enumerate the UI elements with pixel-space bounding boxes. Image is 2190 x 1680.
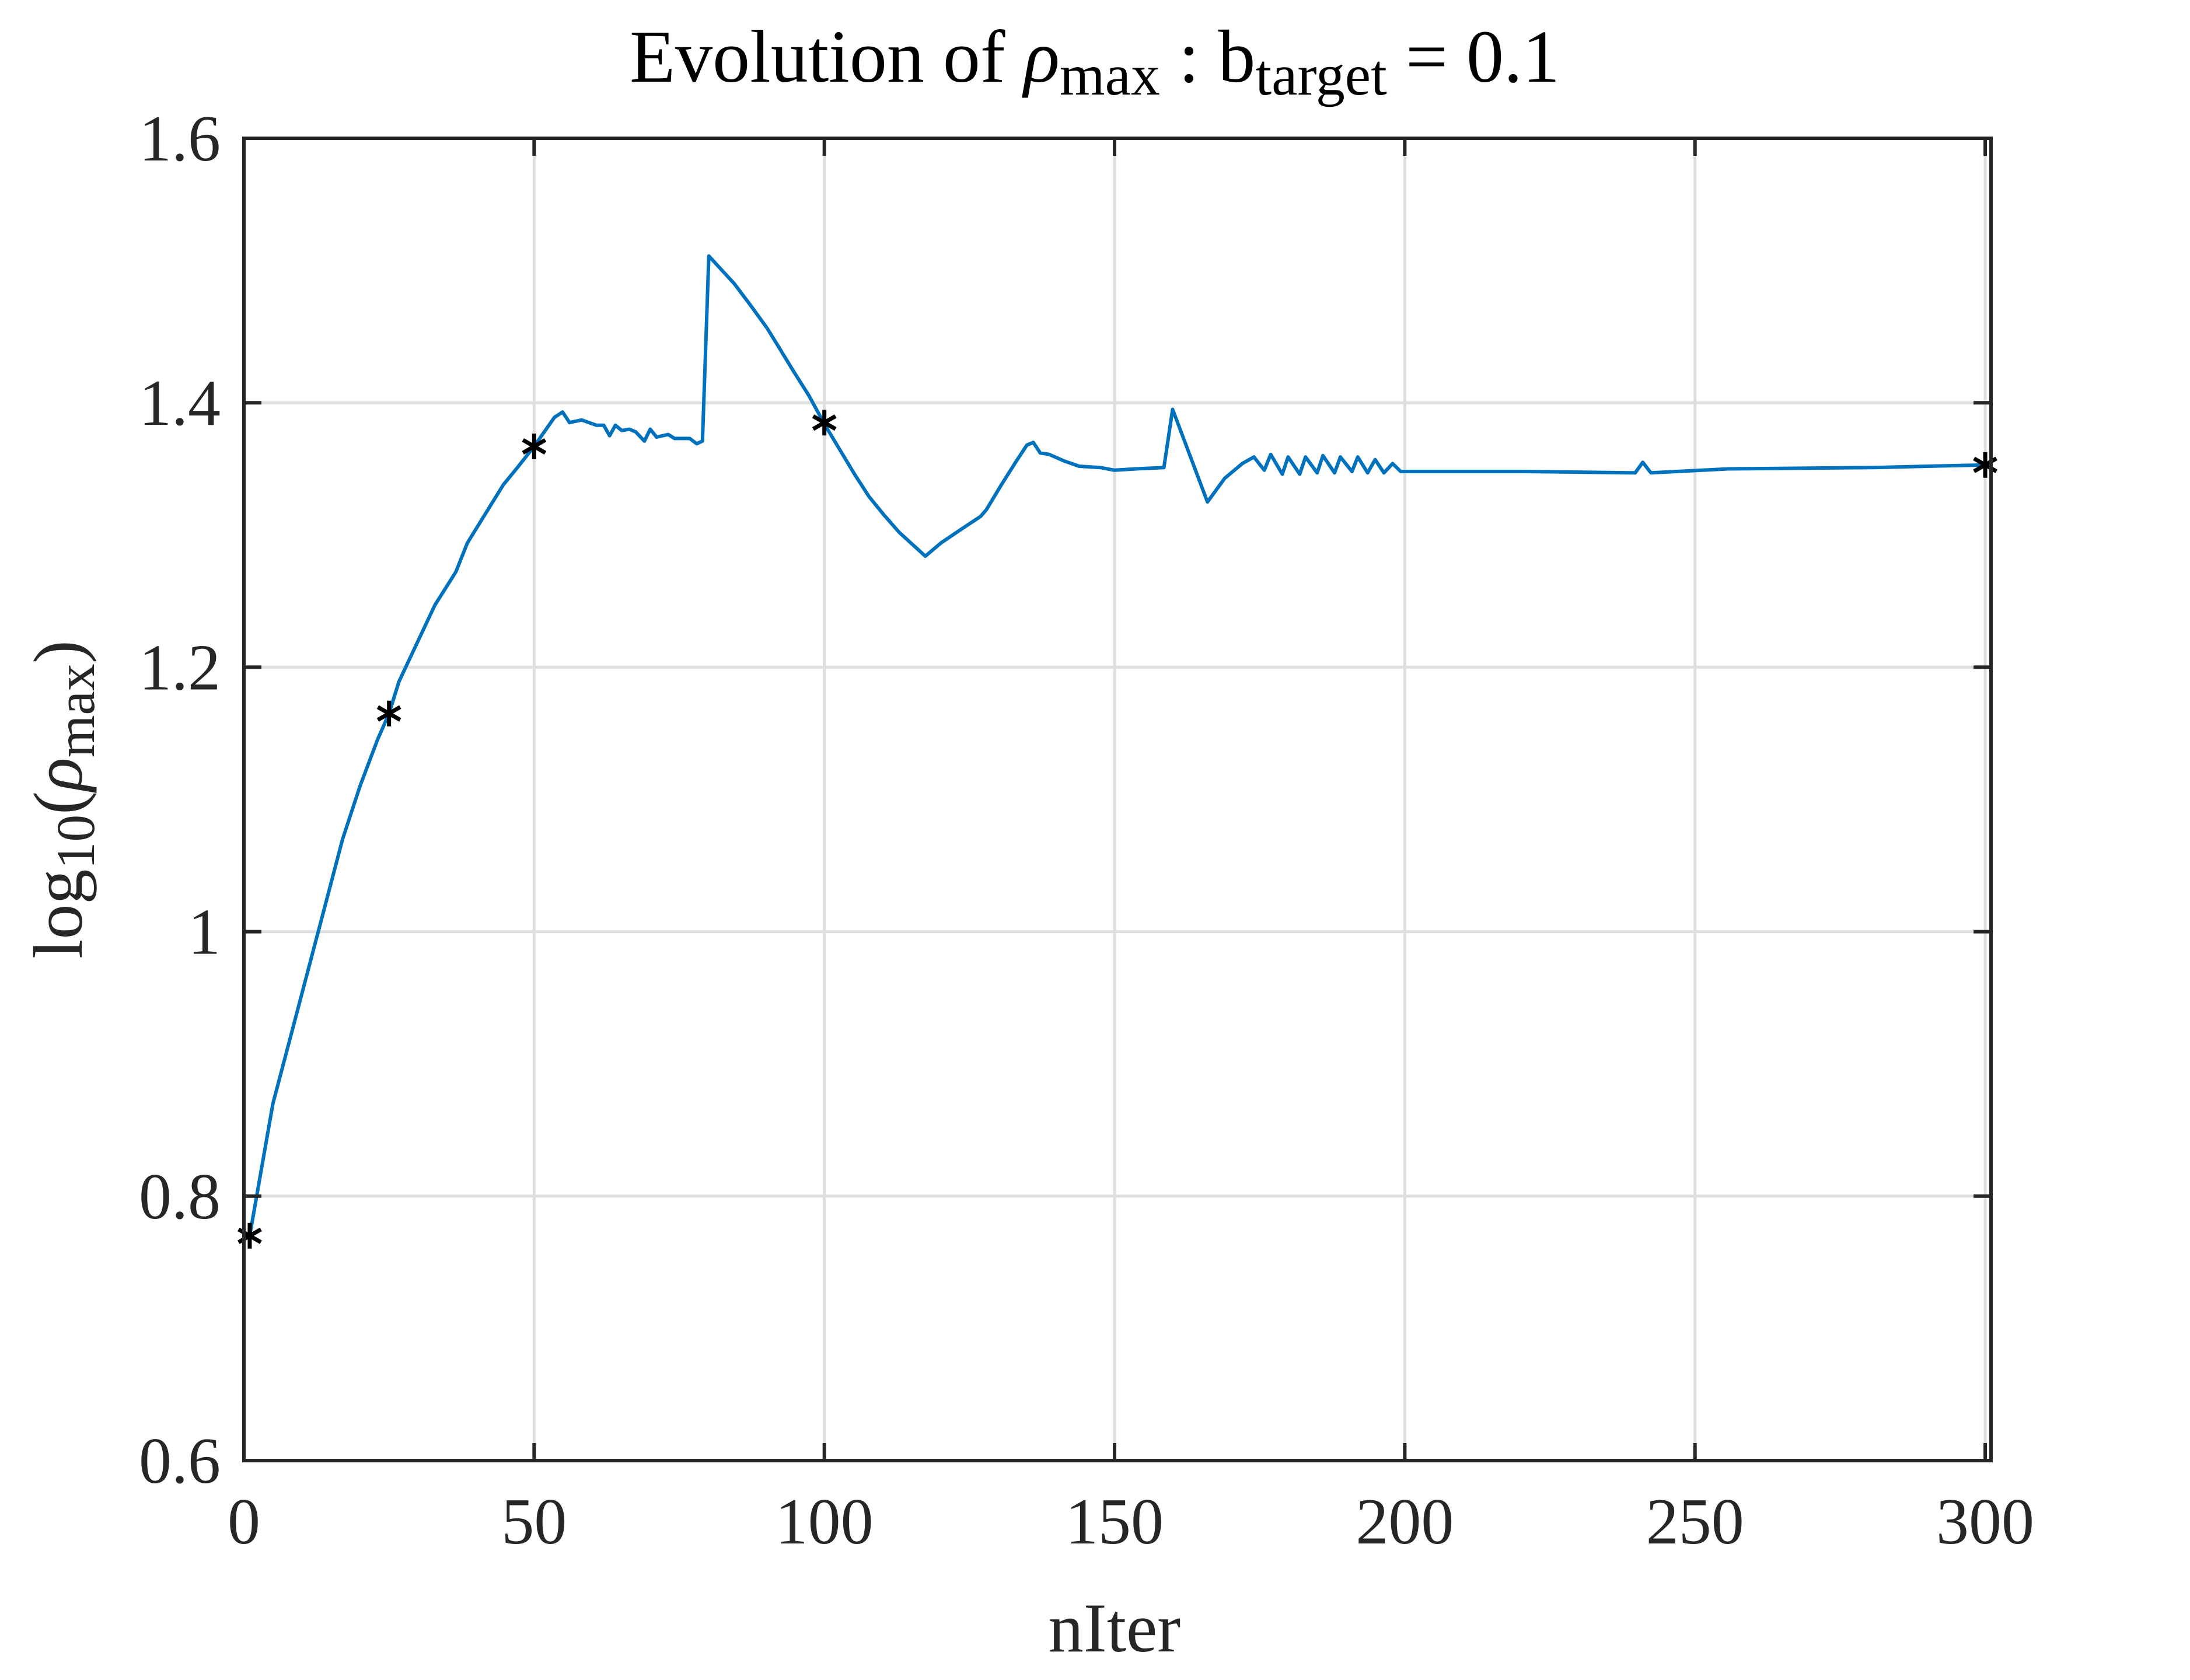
series-line bbox=[247, 254, 1986, 1237]
y-axis-label: log10(ρmax) bbox=[19, 640, 106, 959]
label-segment: : b bbox=[1160, 15, 1256, 98]
x-tick-label: 200 bbox=[1356, 1486, 1454, 1558]
label-segment: Evolution of bbox=[630, 15, 1024, 98]
x-tick-label: 300 bbox=[1936, 1486, 2034, 1558]
tick-labels: 0 50 100 150 200 250 300 0.6 0.8 1 1.2 1.4 1.6 bbox=[139, 103, 2034, 1558]
y-tick-label: 1 bbox=[188, 896, 221, 969]
x-tick-label: 100 bbox=[776, 1486, 874, 1558]
asterisk-stroke bbox=[522, 438, 547, 455]
label-segment: ( bbox=[19, 791, 97, 815]
label-segment: ρ bbox=[1021, 15, 1059, 98]
label-segment: 10 bbox=[46, 815, 106, 869]
asterisk-stroke bbox=[812, 414, 837, 431]
asterisk-stroke bbox=[376, 705, 401, 722]
x-tick-label: 250 bbox=[1646, 1486, 1744, 1558]
x-tick-label: 0 bbox=[228, 1486, 260, 1558]
label-segment: max bbox=[1060, 43, 1160, 107]
asterisk-marker bbox=[812, 410, 837, 436]
x-tick-label: 150 bbox=[1066, 1486, 1164, 1558]
asterisk-marker bbox=[522, 433, 547, 459]
x-axis-label: nIter bbox=[1049, 1589, 1181, 1667]
axes-box bbox=[242, 137, 1993, 1462]
label-segment: ρ bbox=[19, 757, 97, 794]
label-segment: = 0.1 bbox=[1387, 15, 1560, 98]
asterisk-marker bbox=[376, 700, 401, 727]
y-tick-label: 1.2 bbox=[139, 631, 221, 704]
y-tick-label: 1.6 bbox=[139, 103, 221, 175]
chart-title: Evolution of ρmax : btarget = 0.1 bbox=[630, 15, 1560, 107]
y-tick-label: 1.4 bbox=[139, 367, 221, 439]
x-tick-label: 50 bbox=[501, 1486, 567, 1558]
y-tick-label: 0.8 bbox=[139, 1161, 221, 1233]
label-segment: ) bbox=[19, 640, 97, 663]
label-segment: target bbox=[1255, 43, 1387, 107]
label-segment: max bbox=[46, 663, 106, 757]
y-tick-label: 0.6 bbox=[139, 1425, 221, 1497]
axes bbox=[242, 137, 1993, 1462]
label-segment: log bbox=[19, 869, 97, 958]
